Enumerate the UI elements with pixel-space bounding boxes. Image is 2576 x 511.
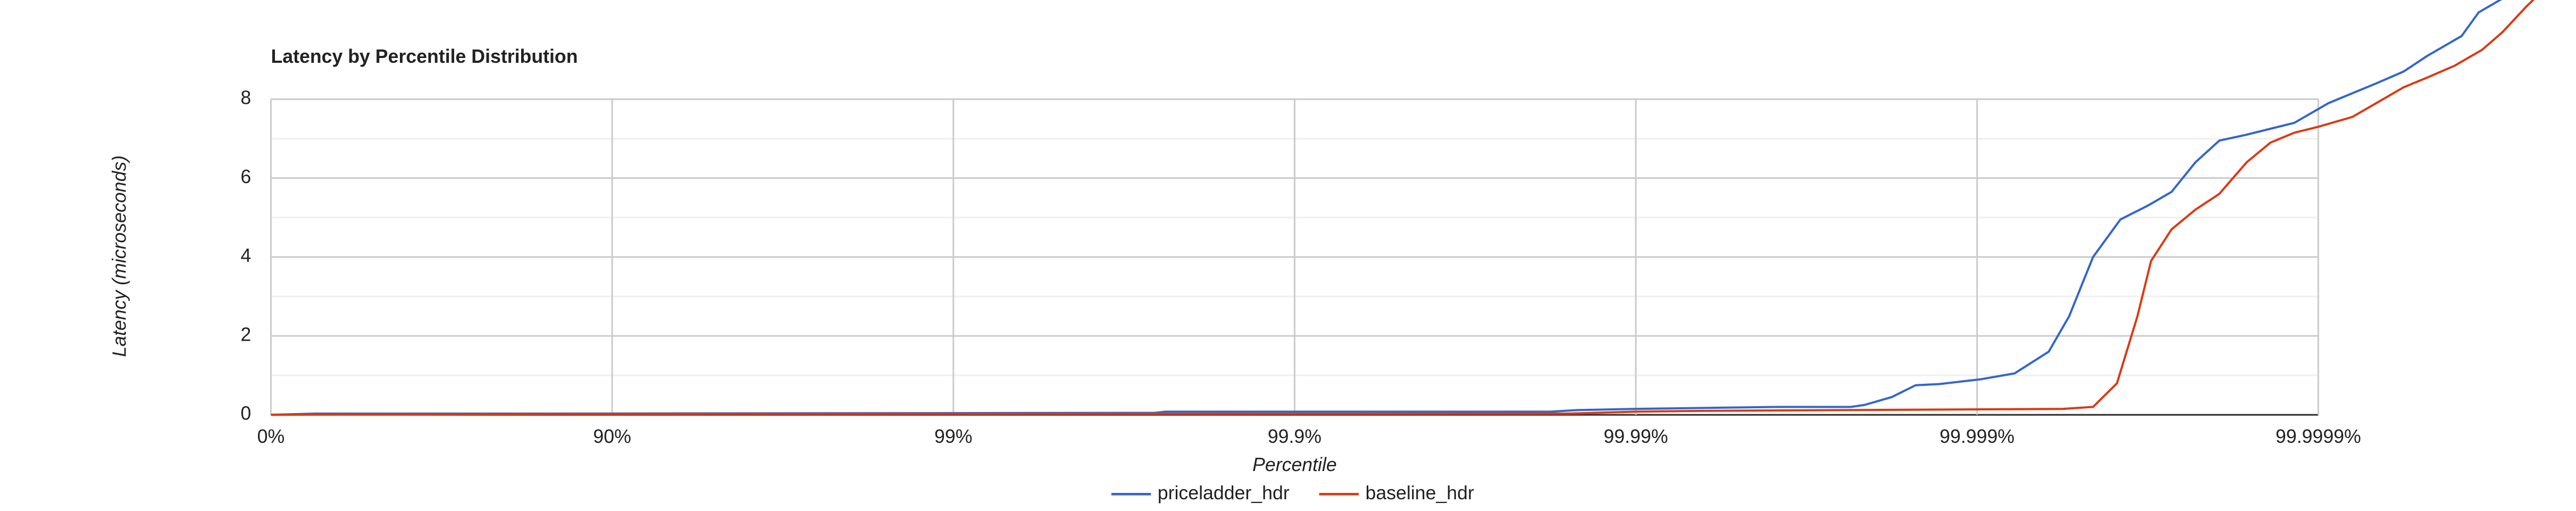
legend-label: baseline_hdr bbox=[1366, 482, 1474, 504]
y-tick-label: 0 bbox=[240, 403, 251, 424]
y-tick-label: 2 bbox=[240, 324, 251, 345]
series-line bbox=[271, 0, 2503, 416]
legend-label: priceladder_hdr bbox=[1158, 482, 1290, 504]
x-axis-label: Percentile bbox=[1252, 454, 1337, 475]
x-tick-label: 0% bbox=[257, 426, 285, 447]
y-tick-label: 6 bbox=[240, 166, 251, 187]
x-tick-label: 99% bbox=[934, 426, 972, 447]
y-axis-label: Latency (microseconds) bbox=[108, 155, 130, 357]
x-tick-label: 99.999% bbox=[1939, 426, 2014, 447]
x-tick-label: 99.99% bbox=[1604, 426, 1668, 447]
y-tick-label: 4 bbox=[240, 245, 251, 266]
chart-title: Latency by Percentile Distribution bbox=[271, 46, 578, 67]
y-tick-label: 8 bbox=[240, 87, 251, 109]
x-tick-label: 99.9% bbox=[1268, 426, 1322, 447]
x-tick-label: 99.9999% bbox=[2276, 426, 2361, 447]
series-line bbox=[271, 0, 2535, 416]
x-tick-label: 90% bbox=[593, 426, 631, 447]
